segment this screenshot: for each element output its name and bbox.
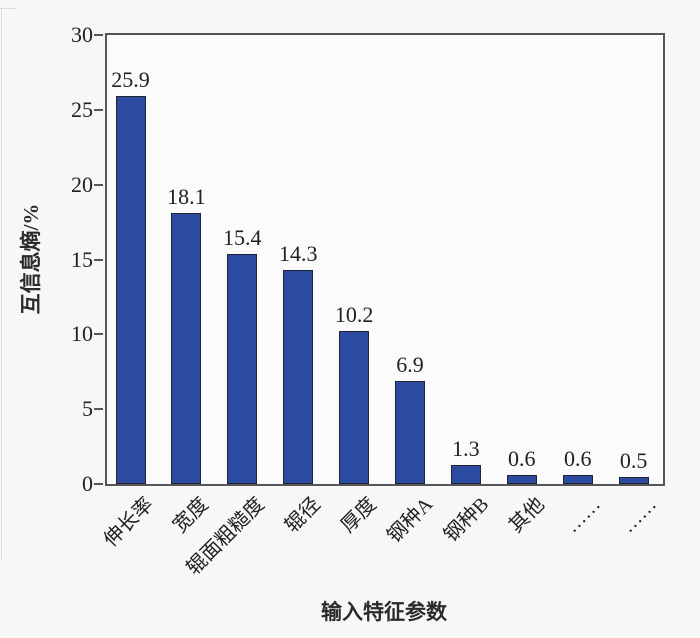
x-category-label: 伸长率 xyxy=(99,493,158,552)
y-tick-label: 0 xyxy=(82,471,93,496)
x-axis-title: 输入特征参数 xyxy=(321,600,447,624)
bar-value-label: 6.9 xyxy=(396,351,424,377)
y-tick-mark xyxy=(94,483,103,485)
y-tick-mark xyxy=(94,408,103,411)
bar-value-label: 25.9 xyxy=(111,67,150,93)
bar-value-label: 14.3 xyxy=(278,240,318,266)
bar xyxy=(562,475,593,484)
bar-value-label: 0.5 xyxy=(619,447,648,473)
x-category-label: …… xyxy=(560,493,605,538)
bar-value-label: 18.1 xyxy=(167,184,206,210)
bar-value-label: 10.2 xyxy=(334,302,374,328)
y-tick-label: 20 xyxy=(71,171,93,197)
x-category-label: 辊径 xyxy=(281,493,326,538)
bar xyxy=(339,331,370,484)
y-tick-label: 5 xyxy=(82,396,93,422)
plot-area: 0 5 10 15 20 25 30 25.9 伸长率 18.1 宽度 15.4 辊面粗糙度 14.3 辊径… xyxy=(71,24,665,580)
y-tick-label: 15 xyxy=(71,246,93,272)
bar-value-label: 0.6 xyxy=(508,446,536,472)
x-category-label: 其他 xyxy=(504,493,549,538)
bar xyxy=(395,380,425,484)
bar xyxy=(450,464,481,484)
bar xyxy=(171,213,202,484)
bar xyxy=(506,475,537,484)
x-category-label: …… xyxy=(616,493,661,538)
bar xyxy=(618,476,649,484)
x-category-label: 宽度 xyxy=(169,493,214,538)
scan-artifact-line-vertical xyxy=(1,8,2,560)
scan-artifact-line-horizontal xyxy=(0,8,16,9)
bar xyxy=(283,269,314,484)
y-tick-mark xyxy=(94,183,103,186)
y-tick-label: 10 xyxy=(71,321,93,347)
y-tick-label: 25 xyxy=(71,96,93,122)
bar xyxy=(227,253,258,484)
bar-value-label: 1.3 xyxy=(452,435,480,461)
y-tick-mark xyxy=(94,333,103,336)
bar xyxy=(115,96,146,484)
bar-value-label: 0.6 xyxy=(563,446,592,472)
y-tick-mark xyxy=(94,34,103,36)
y-tick-mark xyxy=(94,108,103,111)
x-category-label: 钢种B xyxy=(439,493,493,547)
y-tick-mark xyxy=(94,258,103,261)
y-tick-label: 30 xyxy=(71,22,93,47)
x-category-label: 钢种A xyxy=(382,493,437,548)
bar-value-label: 15.4 xyxy=(223,224,262,250)
x-category-label: 厚度 xyxy=(337,493,381,538)
